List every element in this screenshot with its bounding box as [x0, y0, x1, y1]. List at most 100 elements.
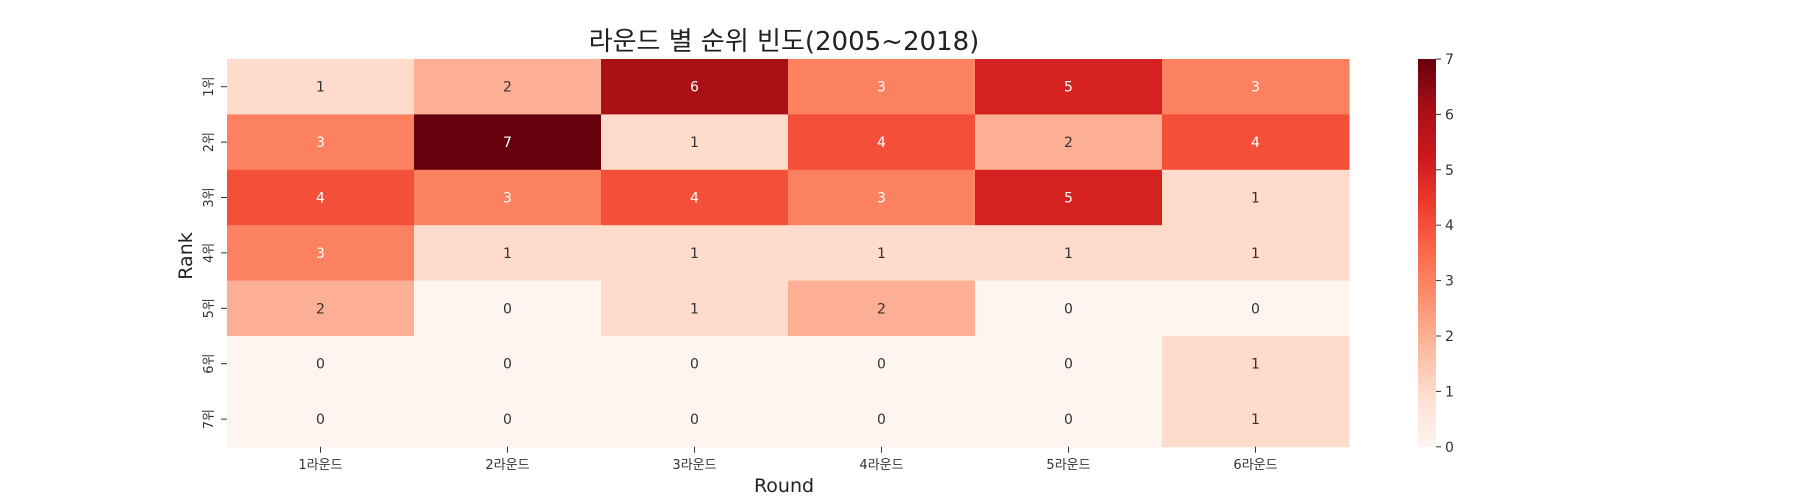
- colorbar-tick-label: 1: [1445, 384, 1454, 400]
- cell-value-label: 0: [503, 412, 512, 428]
- colorbar: 0 1 2 3 4 5 6 7: [1418, 52, 1454, 456]
- cell-value-label: 2: [316, 301, 325, 317]
- heatmap-cell: [788, 59, 976, 115]
- y-tick-label: 4위: [202, 243, 217, 263]
- cell-value-label: 5: [1064, 191, 1073, 207]
- cell-value-label: 1: [1251, 412, 1260, 428]
- heatmap-cell: [1162, 114, 1350, 171]
- x-axis-ticks: 1라운드 2라운드 3라운드 4라운드 5라운드 6라운드: [298, 446, 1278, 473]
- heatmap-cell: [227, 169, 415, 226]
- heatmap-cell: [227, 59, 415, 115]
- chart-title: 라운드 별 순위 빈도(2005~2018): [589, 27, 980, 57]
- cell-value-label: 0: [503, 301, 512, 317]
- colorbar-tick-label: 0: [1445, 440, 1454, 456]
- heatmap-cell: [227, 280, 415, 337]
- heatmap-cell: [414, 59, 602, 115]
- heatmap-cell: [414, 280, 602, 337]
- heatmap-cell: [1162, 280, 1350, 337]
- cell-value-label: 2: [877, 301, 886, 317]
- heatmap-cell: [975, 225, 1163, 282]
- cell-value-label: 4: [690, 191, 699, 207]
- cell-value-label: 4: [1251, 135, 1260, 151]
- heatmap-cell: [975, 336, 1163, 392]
- cell-value-label: 0: [316, 357, 325, 373]
- cell-value-label: 7: [503, 135, 512, 151]
- cell-value-label: 1: [1251, 246, 1260, 262]
- y-axis-ticks: 1위 2위 3위 4위 5위 6위 7위: [202, 77, 227, 429]
- x-tick-label: 1라운드: [298, 458, 342, 473]
- heatmap-cell: [788, 225, 976, 282]
- heatmap-cell: [227, 225, 415, 282]
- heatmap-cell: [788, 280, 976, 337]
- colorbar-gradient: [1418, 59, 1436, 447]
- cell-value-label: 1: [690, 301, 699, 317]
- cell-value-label: 0: [877, 357, 886, 373]
- heatmap-cell: [1162, 391, 1350, 448]
- x-tick-label: 6라운드: [1233, 458, 1277, 473]
- heatmap-cell: [227, 336, 415, 392]
- y-tick-label: 5위: [202, 298, 217, 318]
- heatmap-cell: [788, 391, 976, 448]
- heatmap-cell: [601, 169, 789, 226]
- cell-value-label: 0: [690, 412, 699, 428]
- heatmap-cell: [227, 391, 415, 448]
- cell-value-label: 4: [316, 191, 325, 207]
- x-axis-label: Round: [754, 475, 814, 497]
- colorbar-tick-label: 7: [1445, 52, 1454, 68]
- heatmap-cell: [1162, 169, 1350, 226]
- y-tick-label: 6위: [202, 354, 217, 374]
- colorbar-tick-label: 2: [1445, 329, 1454, 345]
- y-tick-label: 7위: [202, 409, 217, 429]
- heatmap-cell: [601, 280, 789, 337]
- heatmap-cell: [1162, 336, 1350, 392]
- cell-value-label: 3: [877, 191, 886, 207]
- y-axis-label: Rank: [175, 232, 197, 279]
- cell-value-label: 1: [690, 135, 699, 151]
- y-tick-label: 3위: [202, 187, 217, 207]
- y-tick-label: 2위: [202, 132, 217, 152]
- cell-value-label: 3: [503, 191, 512, 207]
- y-tick-label: 1위: [202, 77, 217, 97]
- cell-value-label: 1: [690, 246, 699, 262]
- heatmap-cell: [788, 169, 976, 226]
- heatmap-cell: [975, 114, 1163, 171]
- cell-value-label: 3: [316, 135, 325, 151]
- x-tick-label: 2라운드: [485, 458, 529, 473]
- heatmap-cell: [601, 59, 789, 115]
- heatmap-cell: [788, 336, 976, 392]
- colorbar-tick-label: 4: [1445, 218, 1454, 234]
- heatmap-cell: [1162, 225, 1350, 282]
- x-tick-label: 3라운드: [672, 458, 716, 473]
- heatmap-cell: [975, 59, 1163, 115]
- heatmap-cell: [601, 391, 789, 448]
- heatmap-cell: [414, 114, 602, 171]
- cell-value-label: 0: [503, 357, 512, 373]
- cell-value-label: 1: [316, 80, 325, 96]
- heatmap-cell: [414, 336, 602, 392]
- colorbar-tick-label: 5: [1445, 163, 1454, 179]
- heatmap-cell: [414, 169, 602, 226]
- x-tick-label: 4라운드: [859, 458, 903, 473]
- heatmap-cell: [601, 114, 789, 171]
- heatmap-cell: [1162, 59, 1350, 115]
- heatmap-cell: [975, 391, 1163, 448]
- cell-value-label: 4: [877, 135, 886, 151]
- heatmap-cell: [788, 114, 976, 171]
- cell-value-label: 0: [1064, 357, 1073, 373]
- colorbar-tick-label: 6: [1445, 107, 1454, 123]
- cell-value-label: 2: [503, 80, 512, 96]
- colorbar-ticks: 0 1 2 3 4 5 6 7: [1436, 52, 1454, 456]
- heatmap-cell: [975, 280, 1163, 337]
- cell-value-label: 1: [503, 246, 512, 262]
- cell-value-label: 0: [1064, 301, 1073, 317]
- cell-value-label: 0: [690, 357, 699, 373]
- cell-value-label: 0: [1064, 412, 1073, 428]
- colorbar-tick-label: 3: [1445, 274, 1454, 290]
- cell-value-label: 1: [1064, 246, 1073, 262]
- heatmap-cell: [601, 336, 789, 392]
- cell-value-label: 1: [1251, 357, 1260, 373]
- cell-value-label: 3: [877, 80, 886, 96]
- heatmap-cell: [414, 225, 602, 282]
- cell-value-label: 3: [1251, 80, 1260, 96]
